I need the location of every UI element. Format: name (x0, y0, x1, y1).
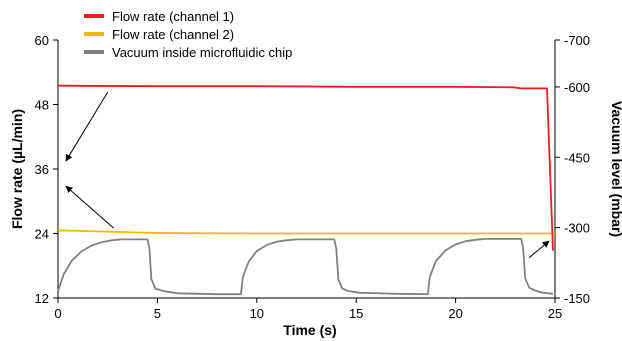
legend: Flow rate (channel 1) Flow rate (channel… (84, 9, 292, 60)
y2-axis-title: Vacuum level (mbar) (609, 101, 622, 237)
legend-label-channel-1: Flow rate (channel 1) (112, 9, 234, 24)
y-tick-label: 24 (35, 227, 49, 242)
axes: 0 5 10 15 20 25 12 24 36 48 60 -150 -300 -450 -600 -700 (35, 33, 591, 321)
x-tick-label: 25 (548, 306, 562, 321)
x-tick-label: 20 (448, 306, 462, 321)
y-tick-label: 12 (35, 291, 49, 306)
series-line-2 (57, 229, 555, 235)
x-tick-label: 5 (154, 306, 161, 321)
annotation-arrow (65, 185, 114, 229)
y2-tick-label: -150 (564, 291, 590, 306)
series-layer (57, 84, 555, 296)
legend-label-vacuum: Vacuum inside microfluidic chip (112, 45, 292, 60)
annotation-arrow (65, 91, 109, 162)
series-line-1 (57, 84, 554, 251)
y-tick-label: 36 (35, 162, 49, 177)
y2-tick-label: -700 (564, 33, 590, 48)
x-axis-title: Time (s) (283, 322, 336, 338)
y2-tick-label: -600 (564, 80, 590, 95)
y2-tick-label: -300 (564, 221, 590, 236)
legend-label-channel-2: Flow rate (channel 2) (112, 27, 234, 42)
y-tick-label: 60 (35, 33, 49, 48)
y2-tick-label: -450 (564, 150, 590, 165)
x-tick-label: 0 (54, 306, 61, 321)
series-line-3 (57, 237, 554, 296)
annotation-arrow (528, 240, 550, 259)
y-tick-label: 48 (35, 98, 49, 113)
y-axis-title: Flow rate (µL/min) (9, 109, 25, 229)
x-tick-label: 15 (349, 306, 363, 321)
annotations (65, 91, 550, 259)
x-tick-label: 10 (250, 306, 264, 321)
